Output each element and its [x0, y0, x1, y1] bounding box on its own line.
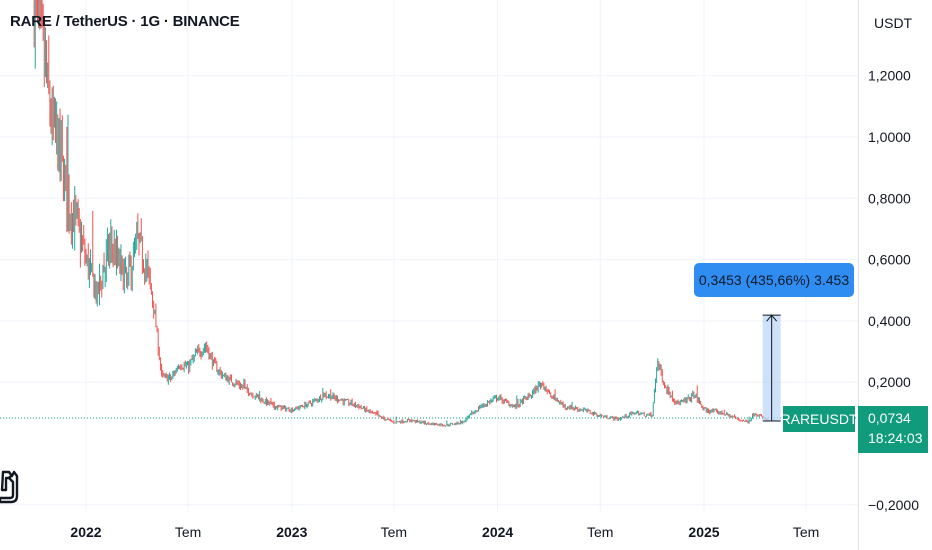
y-tick-label: 0,4000: [868, 313, 911, 329]
measure-tool[interactable]: [762, 314, 781, 422]
y-tick-label: 0,2000: [868, 374, 911, 390]
tradingview-logo-icon: [0, 470, 19, 504]
y-tick-label: 1,0000: [868, 129, 911, 145]
x-tick-label: 2023: [276, 524, 307, 540]
y-tick-label: 0,6000: [868, 252, 911, 268]
measure-arrowhead: [766, 314, 778, 322]
symbol-price-tag: RAREUSDT: [781, 406, 858, 432]
last-price-tag: 0,0734 18:24:03: [858, 406, 928, 453]
x-tick-label: Tem: [587, 524, 613, 540]
y-tick-label: −0,2000: [868, 497, 919, 513]
symbol-title: RARE / TetherUS · 1G · BINANCE: [10, 13, 240, 30]
y-axis[interactable]: 1,2000 1,0000 0,8000 0,6000 0,4000 0,2000 −0,2…: [868, 68, 919, 513]
y-tick-label: 1,2000: [868, 68, 911, 84]
x-tick-label: Tem: [175, 524, 201, 540]
measure-label: 0,3453 (435,66%) 3.453: [694, 263, 854, 297]
x-tick-label: 2024: [482, 524, 513, 540]
y-tick-label: 0,8000: [868, 190, 911, 206]
chart-grid: [0, 0, 858, 512]
x-tick-label: 2022: [70, 524, 101, 540]
bar-countdown: 18:24:03: [868, 430, 923, 446]
candles: [33, 0, 769, 427]
x-axis[interactable]: 2022 Tem 2023 Tem 2024 Tem 2025 Tem: [70, 524, 819, 540]
tradingview-logo[interactable]: [0, 468, 24, 508]
x-tick-label: 2025: [688, 524, 719, 540]
x-tick-label: Tem: [793, 524, 819, 540]
x-tick-label: Tem: [381, 524, 407, 540]
currency-unit-label[interactable]: USDT: [874, 15, 913, 31]
last-price-value: 0,0734: [868, 410, 911, 426]
